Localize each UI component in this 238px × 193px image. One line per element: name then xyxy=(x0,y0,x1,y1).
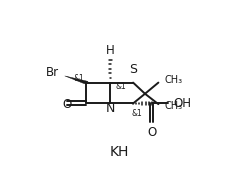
Text: &1: &1 xyxy=(74,74,84,83)
Text: KH: KH xyxy=(109,146,129,159)
Text: O: O xyxy=(62,98,72,111)
Text: OH: OH xyxy=(173,97,191,110)
Text: CH₃: CH₃ xyxy=(164,75,183,85)
Text: N: N xyxy=(105,102,115,115)
Text: Br: Br xyxy=(46,66,59,79)
Text: &1: &1 xyxy=(132,109,142,118)
Text: &1: &1 xyxy=(115,82,126,91)
Text: CH₃: CH₃ xyxy=(164,101,183,111)
Text: H: H xyxy=(106,44,114,57)
Text: O: O xyxy=(147,126,156,140)
Text: S: S xyxy=(129,63,137,76)
Polygon shape xyxy=(65,76,88,84)
